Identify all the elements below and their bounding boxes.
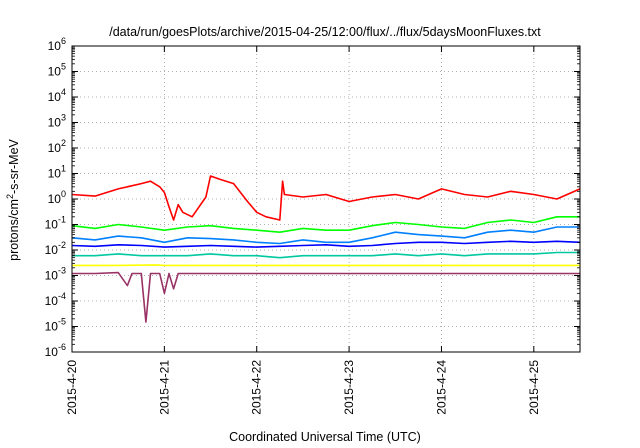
series-line-6 <box>72 271 580 323</box>
y-tick-label: 10-2 <box>45 240 66 257</box>
x-tick-label: 2015-4-25 <box>527 360 541 415</box>
y-tick-label: 102 <box>48 138 66 155</box>
y-tick-base: 10 <box>45 243 59 257</box>
y-tick-label: 10-3 <box>45 266 66 283</box>
y-tick-exponent: -1 <box>58 215 66 225</box>
grid <box>72 46 580 352</box>
y-tick-base: 10 <box>45 320 59 334</box>
y-axis-title-pre: protons/cm <box>7 199 21 261</box>
y-tick-label: 10-6 <box>45 342 66 359</box>
series-line-2 <box>71 226 580 245</box>
x-tick-label: 2015-4-20 <box>65 360 79 415</box>
y-tick-label: 106 <box>48 36 66 53</box>
y-tick-label: 101 <box>48 164 66 181</box>
x-tick-label: 2015-4-21 <box>157 360 171 415</box>
y-tick-exponent: -6 <box>58 342 66 352</box>
y-tick-base: 10 <box>45 294 59 308</box>
y-tick-exponent: 1 <box>61 164 66 174</box>
y-axis-ticks: 10-610-510-410-310-210-11001011021031041… <box>45 36 580 359</box>
y-tick-exponent: 4 <box>61 87 66 97</box>
y-tick-exponent: 3 <box>61 113 66 123</box>
y-tick-base: 10 <box>48 116 62 130</box>
y-axis-title: protons/cm2-s-sr-MeV <box>5 138 21 260</box>
y-tick-exponent: -2 <box>58 240 66 250</box>
y-tick-exponent: -3 <box>58 266 66 276</box>
y-tick-exponent: 0 <box>61 189 66 199</box>
y-tick-base: 10 <box>45 218 59 232</box>
x-axis-title: Coordinated Universal Time (UTC) <box>229 430 421 444</box>
series-line-5 <box>72 264 580 267</box>
y-tick-base: 10 <box>48 141 62 155</box>
y-tick-exponent: 5 <box>61 62 66 72</box>
y-tick-base: 10 <box>48 90 62 104</box>
y-tick-label: 10-4 <box>45 291 66 308</box>
y-axis-title-sup: 2 <box>5 194 15 199</box>
y-tick-base: 10 <box>48 39 62 53</box>
y-tick-label: 10-5 <box>45 317 66 334</box>
y-tick-base: 10 <box>48 65 62 79</box>
series-line-4 <box>72 251 580 259</box>
y-tick-label: 10-1 <box>45 215 66 232</box>
series-line-0 <box>71 175 581 221</box>
y-axis-title-post: -s-sr-MeV <box>7 138 21 194</box>
x-tick-label: 2015-4-22 <box>250 360 264 415</box>
y-tick-exponent: 6 <box>61 36 66 46</box>
series-layer <box>71 175 581 323</box>
y-tick-label: 104 <box>48 87 66 104</box>
y-tick-exponent: 2 <box>61 138 66 148</box>
chart-title: /data/run/goesPlots/archive/2015-04-25/1… <box>109 25 541 39</box>
y-tick-base: 10 <box>45 345 59 359</box>
y-tick-base: 10 <box>45 269 59 283</box>
y-tick-exponent: -4 <box>58 291 66 301</box>
series-line-3 <box>71 240 581 248</box>
x-tick-label: 2015-4-24 <box>434 360 448 415</box>
series-line-1 <box>71 216 580 233</box>
y-tick-label: 105 <box>48 62 66 79</box>
x-axis-ticks: 2015-4-20 2015-4-21 2015-4-22 2015-4-23 2015… <box>65 46 541 415</box>
y-tick-exponent: -5 <box>58 317 66 327</box>
y-tick-label: 103 <box>48 113 66 130</box>
y-tick-base: 10 <box>48 192 62 206</box>
y-tick-base: 10 <box>48 167 62 181</box>
x-tick-label: 2015-4-23 <box>342 360 356 415</box>
y-tick-label: 100 <box>48 189 66 206</box>
